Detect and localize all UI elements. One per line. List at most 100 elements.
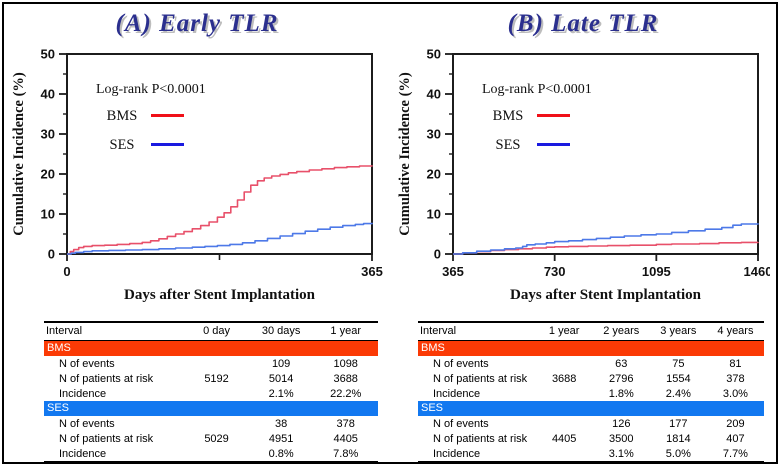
table-cell: [536, 416, 593, 431]
chart-late-tlr: 0 10 20 30 40 50 365 730 1095 1460 Days after Sten…: [392, 39, 774, 305]
legend-label-ses: SES: [496, 137, 521, 153]
table-header-cell: 0 day: [184, 322, 249, 341]
table-row: N of events 38 378: [44, 416, 378, 431]
table-header-cell: 30 days: [248, 322, 314, 341]
y-axis-title: Cumulative Incidence (%): [11, 72, 27, 236]
table-cell: 7.7%: [722, 447, 748, 460]
table-cell: 3688: [551, 372, 577, 385]
y-tick-label: 40: [41, 87, 55, 102]
table-cell: 5.0%: [665, 447, 691, 460]
table-cell: 2.1%: [268, 387, 294, 400]
y-tick-label: 40: [427, 87, 441, 102]
table-cell: 378: [336, 417, 355, 430]
table-cell: 109: [271, 357, 291, 370]
table-header-row: Interval 0 day 30 days 1 year: [44, 322, 378, 341]
table-cell: 2.4%: [665, 387, 691, 400]
group-band-label: SES: [418, 401, 764, 416]
table-cell: 0.8%: [268, 447, 294, 460]
x-tick-label: 730: [544, 264, 566, 279]
group-band-bms: BMS: [44, 340, 378, 356]
x-tick-label: 365: [442, 264, 464, 279]
table-row: Incidence 0.8% 7.8%: [44, 446, 378, 462]
curve-bms: [453, 241, 759, 255]
group-band-label: BMS: [44, 340, 378, 356]
y-tick-label: 10: [41, 207, 55, 222]
table-cell: 22.2%: [330, 387, 362, 400]
table-row: N of patients at risk 5192 5014 3688: [44, 371, 378, 386]
table-header-cell: 1 year: [535, 322, 593, 341]
panel-late-tlr: (B) Late TLR 0 10 20 30 40 50 365 730 1095 1460 Da…: [390, 4, 776, 463]
x-axis-title: Days after Stent Implantation: [124, 287, 316, 303]
y-tick-label: 20: [427, 167, 441, 182]
x-tick-label: 1095: [642, 264, 671, 279]
table-cell: 378: [726, 372, 745, 385]
row-label: Incidence: [59, 387, 107, 400]
logrank-annotation: Log-rank P<0.0001: [482, 82, 592, 97]
y-axis-title: Cumulative Incidence (%): [397, 72, 413, 236]
cumulative-incidence-plot: 0 10 20 30 40 50 365 730 1095 1460 Days after Sten…: [397, 47, 770, 304]
table-row: Incidence 1.8% 2.4% 3.0%: [418, 386, 764, 401]
risk-table: Interval 0 day 30 days 1 year BMS N of events…: [44, 321, 378, 463]
table-cell: 4405: [551, 432, 577, 445]
table-cell: 81: [729, 357, 742, 370]
table-row: Incidence 3.1% 5.0% 7.7%: [418, 446, 764, 462]
table-header-cell: Interval: [44, 322, 185, 341]
table-cell: [536, 386, 593, 401]
row-label: N of events: [433, 417, 489, 430]
y-tick-label: 50: [41, 47, 55, 62]
row-label: N of patients at risk: [59, 432, 154, 445]
table-row: N of patients at risk 3688 2796 1554 378: [418, 371, 764, 386]
table-cell: [184, 416, 249, 431]
risk-table: Interval 1 year 2 years 3 years 4 years BMS N …: [418, 321, 764, 463]
row-label: Incidence: [433, 387, 481, 400]
table-cell: [184, 356, 249, 371]
table-cell: 5014: [268, 372, 294, 385]
row-label: Incidence: [59, 447, 107, 460]
row-label: N of patients at risk: [433, 432, 528, 445]
row-label: N of patients at risk: [59, 372, 154, 385]
legend-label-bms: BMS: [107, 108, 138, 124]
row-label: N of events: [59, 357, 115, 370]
table-row: N of events 126 177 209: [418, 416, 764, 431]
table-header-cell: 2 years: [592, 322, 650, 341]
table-cell: 3500: [609, 432, 634, 445]
group-band-ses: SES: [418, 401, 764, 416]
legend-label-ses: SES: [110, 137, 135, 153]
table-cell: 3.1%: [608, 447, 634, 460]
table-cell: [184, 446, 249, 462]
group-band-bms: BMS: [418, 340, 764, 356]
x-tick-label: 1460: [744, 264, 770, 279]
table-row: Incidence 2.1% 22.2%: [44, 386, 378, 401]
table-cell: [536, 356, 593, 371]
y-tick-label: 20: [41, 167, 55, 182]
risk-table-early-tlr: Interval 0 day 30 days 1 year BMS N of events…: [44, 321, 378, 463]
group-band-label: SES: [44, 401, 378, 416]
table-header-cell: Interval: [418, 322, 536, 341]
legend-label-bms: BMS: [493, 108, 524, 124]
table-row: N of events 63 75 81: [418, 356, 764, 371]
figure-tlr-cumulative-incidence: (A) Early TLR 0 10 20 30 40 50 0 365 Days after …: [2, 2, 778, 464]
table-cell: 75: [672, 357, 685, 370]
y-tick-label: 0: [48, 247, 55, 262]
table-cell: 177: [669, 417, 688, 430]
panel-b-title: (B) Late TLR: [507, 10, 659, 37]
table-cell: 1814: [666, 432, 691, 445]
cumulative-incidence-plot: 0 10 20 30 40 50 0 365 Days after Stent Implanta…: [11, 47, 383, 304]
chart-early-tlr: 0 10 20 30 40 50 0 365 Days after Stent Implanta…: [6, 39, 388, 305]
table-cell: 3.0%: [722, 387, 748, 400]
curve-ses: [67, 222, 373, 255]
table-cell: 5192: [204, 372, 229, 385]
logrank-annotation: Log-rank P<0.0001: [96, 82, 206, 97]
y-tick-label: 0: [434, 247, 441, 262]
y-tick-label: 10: [427, 207, 441, 222]
row-label: N of events: [59, 417, 115, 430]
table-cell: 4951: [268, 432, 294, 445]
table-cell: 1.8%: [608, 387, 634, 400]
table-cell: 7.8%: [333, 447, 359, 460]
table-row: N of patients at risk 5029 4951 4405: [44, 431, 378, 446]
table-cell: 126: [612, 417, 631, 430]
y-tick-label: 50: [427, 47, 441, 62]
x-tick-label: 0: [63, 264, 70, 279]
table-cell: 63: [615, 357, 628, 370]
curve-ses: [453, 223, 759, 255]
